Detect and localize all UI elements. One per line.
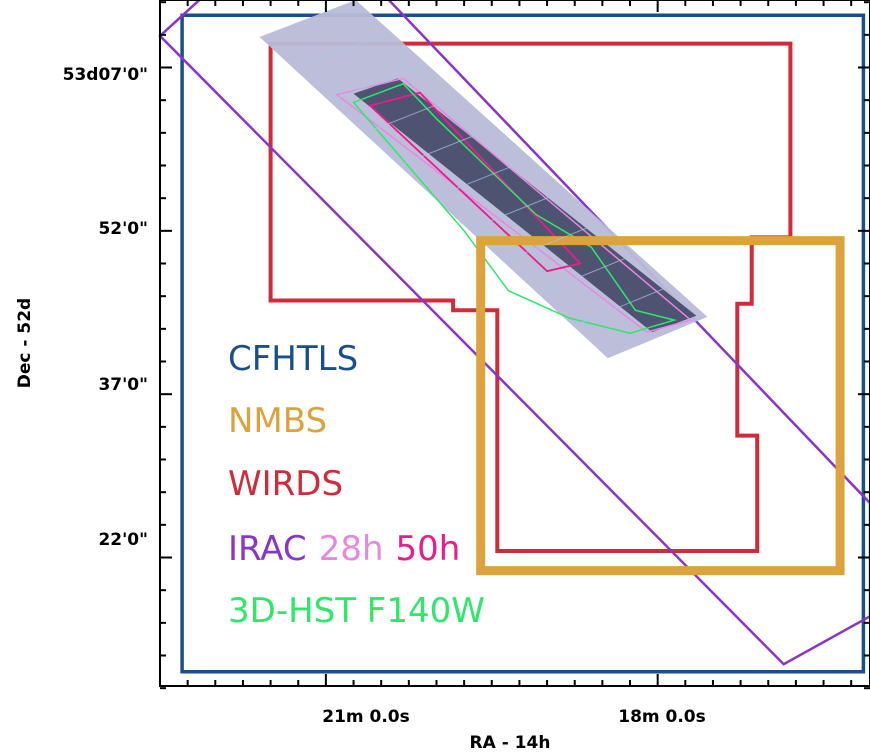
hst-pointing-strips <box>294 31 673 327</box>
region-28h <box>335 77 693 333</box>
survey-regions <box>158 0 870 674</box>
pointing-strip <box>572 284 673 327</box>
pointing-strip <box>468 189 567 231</box>
pointing-strip <box>503 221 603 263</box>
x-tick-label-18m: 18m 0.0s <box>618 707 706 727</box>
y-tick-label-52: 52'0" <box>98 219 148 239</box>
y-tick-label-67: 53d07'0" <box>63 65 148 85</box>
region-nmbs <box>476 236 845 576</box>
y-tick-label-22: 22'0" <box>98 530 148 550</box>
y-tick-label-37: 37'0" <box>98 375 148 395</box>
region-50h <box>368 91 582 273</box>
legend-irac-line: IRAC 28h 50h <box>228 529 460 569</box>
pointing-strip <box>398 126 497 166</box>
axis-ticks <box>159 0 870 690</box>
legend-50h: 50h <box>396 529 461 569</box>
legend-28h: 28h <box>319 529 384 569</box>
y-axis-title: Dec - 52d <box>15 298 35 388</box>
pointing-strip <box>329 62 427 102</box>
pointing-strip <box>538 253 638 295</box>
x-tick-label-21m: 21m 0.0s <box>322 707 410 727</box>
plot-frame <box>159 0 870 687</box>
x-axis-title: RA - 14h <box>470 733 551 753</box>
legend-3dhst: 3D-HST F140W <box>228 591 485 631</box>
pointing-strip <box>433 157 532 199</box>
legend-irac: IRAC <box>228 529 307 569</box>
region-wirds <box>268 41 793 553</box>
region-3d-hst-f140w <box>352 82 678 334</box>
legend-wirds: WIRDS <box>228 464 343 504</box>
pointing-strip <box>363 94 462 134</box>
pointing-strip <box>294 31 392 70</box>
region-cfhtls <box>180 13 866 674</box>
legend-cfhtls: CFHTLS <box>228 339 358 379</box>
legend-nmbs: NMBS <box>228 401 327 441</box>
